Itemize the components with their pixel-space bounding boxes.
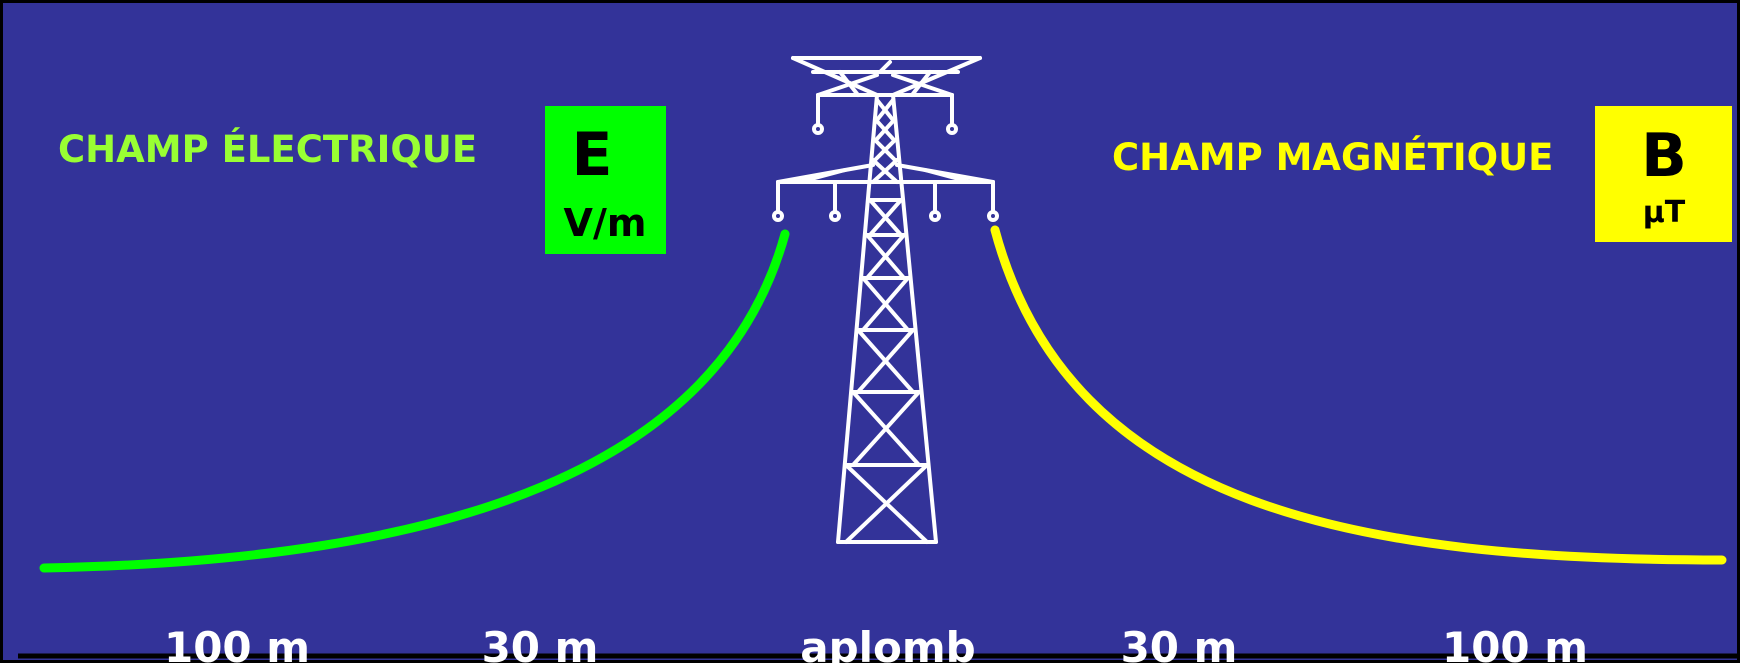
distance-label-right-30m: 30 m [1121, 623, 1238, 663]
distance-label-left-100m: 100 m [164, 623, 310, 663]
magnetic-field-symbol: B [1641, 121, 1687, 191]
electric-field-symbol: E [572, 120, 613, 190]
distance-axis-labels: 100 m 30 m aplomb 30 m 100 m [164, 623, 1588, 663]
electric-field-box [545, 106, 666, 254]
electric-field-unit: V/m [564, 201, 647, 245]
electric-field-title: CHAMP ÉLECTRIQUE [58, 127, 477, 171]
electric-field-curve [39, 229, 790, 573]
electricity-pylon-icon [772, 56, 999, 544]
magnetic-field-title: CHAMP MAGNÉTIQUE [1112, 135, 1553, 179]
magnetic-field-unit: µT [1643, 195, 1686, 230]
distance-label-left-30m: 30 m [482, 623, 599, 663]
distance-label-right-100m: 100 m [1442, 623, 1588, 663]
magnetic-field-curve [990, 225, 1727, 565]
distance-label-aplomb: aplomb [800, 623, 976, 663]
magnetic-field-box [1595, 106, 1732, 242]
